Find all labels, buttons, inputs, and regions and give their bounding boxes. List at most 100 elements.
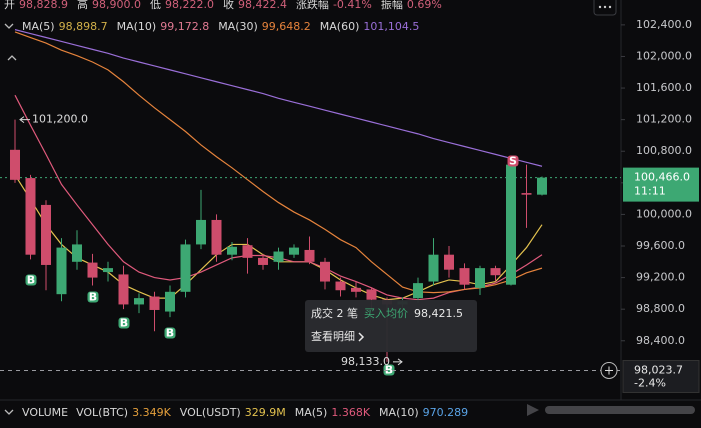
header-label: 低 [150,0,161,11]
plus-icon [605,366,613,375]
tooltip-trades: 成交 2 笔 [311,306,358,320]
legend-value: 101,104.5 [363,20,419,33]
crosshair-change: -2.4% [634,376,666,389]
marker-text: B [385,364,393,377]
add-alert-button[interactable] [600,361,618,379]
expand-chevron[interactable] [7,55,17,61]
header-label: 涨跌幅 [296,0,329,11]
ma-line [14,31,543,294]
marker-badge [164,327,176,339]
volume-label: VOL(USDT) [180,406,241,419]
candle-body [273,251,284,262]
candle-body [258,257,268,265]
volume-label: MA(10) [379,406,419,419]
candle-body [521,193,532,195]
legend-value: 99,648.2 [262,20,311,33]
marker-badge [118,317,130,329]
marker-badge [507,155,519,167]
legend-value: 99,172.8 [160,20,209,33]
candle-body [227,246,237,255]
legend-name: MA(5) [22,20,55,33]
marker-text: B [166,327,174,340]
candle-body [444,254,454,270]
tooltip-box [305,300,477,352]
candle-body [242,245,253,258]
y-tick-label: 99,600.0 [636,239,685,252]
y-tick-label: 100,000.0 [636,207,692,220]
y-tick-label: 102,400.0 [636,18,692,31]
volume-chevron[interactable] [4,409,14,415]
current-price-label: 100,466.0 [634,171,690,184]
candle-body [413,283,423,299]
marker-text: B [27,274,35,287]
candle-body [289,247,299,255]
header-value: -0.41% [333,0,372,11]
header-value: 98,422.4 [238,0,287,11]
candle-body [211,219,222,255]
trade-marker: B [118,317,130,330]
y-tick-label: 99,200.0 [636,271,685,284]
header-label: 开 [4,0,15,11]
tooltip-avg-value: 98,421.5 [414,307,463,320]
volume-label: VOL(BTC) [76,406,128,419]
trade-marker: B [25,274,37,287]
current-price-box [623,167,699,202]
trade-marker: B [87,291,99,304]
candle-body [351,287,361,292]
link-chevron[interactable] [358,332,365,342]
header-label: 高 [77,0,88,11]
marker-text: S [509,155,517,168]
header-value: 98,900.0 [92,0,141,11]
candle-body [196,219,206,245]
y-tick-label: 98,400.0 [636,334,685,347]
candle-body [72,244,82,262]
y-tick-label: 102,000.0 [636,49,692,62]
volume-title: VOLUME [22,406,68,419]
candle-body [537,177,547,195]
watermark [527,404,695,416]
volume-value: 329.9M [245,406,286,419]
arrow-head [19,116,25,124]
candle-body [41,204,51,265]
collapse-chevron[interactable] [4,23,14,29]
volume-value: 3.349K [132,406,171,419]
trade-tooltip: 成交 2 笔买入均价 98,421.5 查看明细 [305,300,477,352]
candle-body [459,268,470,285]
tooltip-link[interactable]: 查看明细 [311,329,355,343]
more-button[interactable] [593,0,617,16]
marker-text: B [120,317,128,330]
arrow-head [397,358,403,366]
candle-body [475,268,485,288]
trade-marker: S [507,155,519,168]
legend-value: 98,898.7 [59,20,108,33]
candle-body [87,262,98,278]
candle-body [506,164,516,285]
y-tick-label: 101,200.0 [636,113,692,126]
candle-body [428,254,439,282]
candle-body [490,268,501,276]
candle-body [10,149,20,180]
candle-body [180,244,191,292]
crosshair-box [622,359,700,393]
marker-badge [87,291,99,303]
candle-body [56,247,67,295]
volume-value: 970.289 [423,406,469,419]
candle-body [320,261,330,282]
y-tick-label: 101,600.0 [636,81,692,94]
low-label: 98,133.0 [341,355,390,368]
legend-name: MA(10) [117,20,157,33]
trade-marker: B [164,327,176,340]
marker-badge [25,274,37,286]
candle-body [118,274,129,305]
countdown-label: 11:11 [634,185,666,198]
candle-body [149,296,160,310]
header-value: 98,828.9 [19,0,68,11]
ma-line [14,29,543,167]
y-tick-label: 98,800.0 [636,302,685,315]
tooltip-avg-label: 买入均价 [364,307,408,320]
candle-body [335,281,346,291]
volume-label: MA(5) [295,406,328,419]
